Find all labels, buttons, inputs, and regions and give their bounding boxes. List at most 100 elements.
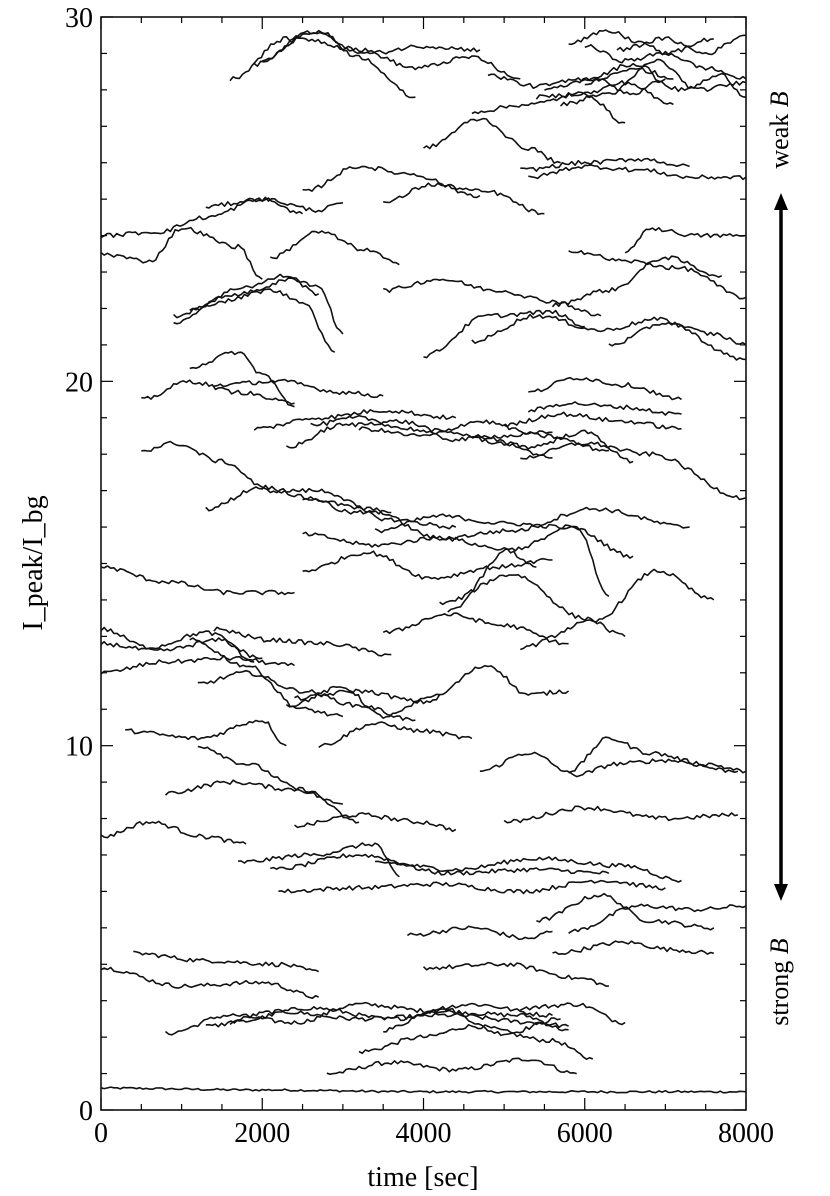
light-curve-trace — [100, 655, 295, 675]
weak-b-label: weak B — [765, 91, 794, 168]
light-curve-trace — [560, 58, 747, 107]
light-curve-trace — [568, 903, 747, 934]
light-curve-trace — [383, 278, 602, 317]
light-curve-trace — [536, 892, 715, 931]
light-curve-trace — [544, 77, 666, 96]
light-curve-trace — [326, 1057, 577, 1075]
light-curve-trace — [471, 429, 634, 464]
light-curve-trace — [608, 321, 747, 347]
y-tick-label: 10 — [65, 732, 93, 763]
light-curve-trace — [423, 117, 561, 164]
strong-b-label: strong B — [765, 938, 794, 1026]
light-curve-trace — [270, 230, 400, 266]
light-curve-trace — [471, 91, 626, 124]
light-curve-trace — [358, 1024, 594, 1060]
light-curve-trace — [447, 525, 610, 613]
light-curve-trace — [568, 29, 714, 56]
light-curve-trace — [189, 637, 344, 718]
x-tick-label: 0 — [94, 1118, 108, 1149]
light-curve-trace — [479, 751, 739, 778]
light-curve-trace — [141, 379, 295, 405]
light-curve-trace — [302, 531, 537, 568]
light-curve-trace — [141, 440, 457, 530]
light-curve-trace — [213, 378, 384, 399]
light-curve-trace — [519, 1002, 626, 1026]
light-curve-trace — [503, 805, 739, 824]
light-curve-trace — [164, 779, 343, 805]
light-curve-trace — [213, 626, 392, 657]
light-curve-trace — [535, 80, 674, 106]
light-curve-trace — [568, 250, 747, 300]
light-curve-trace — [423, 309, 585, 359]
light-curve-trace — [173, 288, 336, 353]
light-curve-trace — [173, 277, 344, 335]
light-curve-trace — [568, 736, 747, 774]
light-curve-trace — [278, 879, 666, 895]
y-axis-ticks: 0 10 20 30 — [65, 3, 746, 1127]
y-tick-label: 0 — [79, 1096, 93, 1127]
y-tick-label: 20 — [65, 367, 93, 398]
plot-frame — [100, 16, 747, 1111]
light-curve-trace — [520, 441, 747, 501]
light-curve-trace — [294, 812, 457, 833]
light-curve-trace — [285, 685, 440, 719]
light-curve-trace — [100, 565, 295, 596]
light-curve-trace — [503, 411, 682, 430]
light-curve-trace — [375, 856, 682, 883]
light-curve-trace — [624, 227, 747, 254]
light-curve-trace — [100, 1086, 747, 1094]
light-curve-trace — [270, 853, 610, 876]
x-axis-title: time [sec] — [367, 1162, 478, 1193]
light-curve-trace — [551, 255, 723, 308]
x-tick-label: 2000 — [234, 1118, 290, 1149]
x-tick-label: 4000 — [396, 1118, 452, 1149]
light-curve-trace — [294, 664, 570, 705]
light-curve-trace — [527, 401, 682, 416]
light-curve-trace — [100, 966, 320, 999]
light-curve-trace — [584, 67, 747, 98]
light-curve-trace — [382, 612, 569, 646]
light-curve-trace — [383, 182, 545, 216]
light-curve-trace — [253, 409, 457, 431]
light-curve-trace — [439, 574, 626, 638]
light-curve-trace — [100, 197, 304, 239]
light-curve-trace — [125, 719, 287, 747]
trace-group — [100, 29, 747, 1094]
light-curve-trace — [358, 419, 609, 452]
y-axis-title: I_peak/I_bg — [18, 495, 49, 630]
light-curve-trace — [262, 30, 481, 62]
light-curve-trace — [528, 376, 682, 401]
double-arrow-icon — [774, 193, 788, 901]
light-curve-trace — [406, 925, 553, 941]
light-curve-trace — [197, 669, 416, 722]
light-curve-trace — [487, 62, 674, 89]
light-curve-trace — [302, 497, 690, 541]
light-curve-trace — [528, 164, 747, 181]
y-tick-label: 30 — [65, 3, 93, 34]
light-curve-trace — [286, 419, 553, 459]
x-axis-ticks: 0 2000 4000 6000 8000 — [94, 17, 774, 1149]
weak-b-symbol: B — [765, 91, 794, 107]
light-curve-trace — [520, 157, 690, 172]
x-tick-label: 6000 — [557, 1118, 613, 1149]
light-curve-trace — [520, 568, 715, 651]
strong-b-symbol: B — [765, 938, 794, 954]
light-curve-trace — [197, 745, 360, 824]
light-curve-trace — [229, 29, 416, 99]
light-curve-trace — [584, 44, 747, 80]
light-curve-trace — [100, 626, 263, 660]
light-curve-trace — [374, 513, 634, 559]
light-curve-trace — [318, 721, 473, 749]
light-curve-trace — [100, 820, 247, 845]
light-curve-trace — [133, 950, 320, 973]
light-curve-trace — [383, 1005, 561, 1037]
light-curve-trace — [238, 842, 400, 878]
light-curve-trace — [552, 940, 714, 955]
light-curve-trace — [253, 37, 521, 80]
x-tick-label: 8000 — [718, 1118, 774, 1149]
weak-b-prefix: weak — [765, 107, 794, 168]
light-curve-trace — [471, 313, 747, 361]
light-curve-trace — [205, 484, 392, 515]
light-curve-trace — [229, 1002, 553, 1025]
